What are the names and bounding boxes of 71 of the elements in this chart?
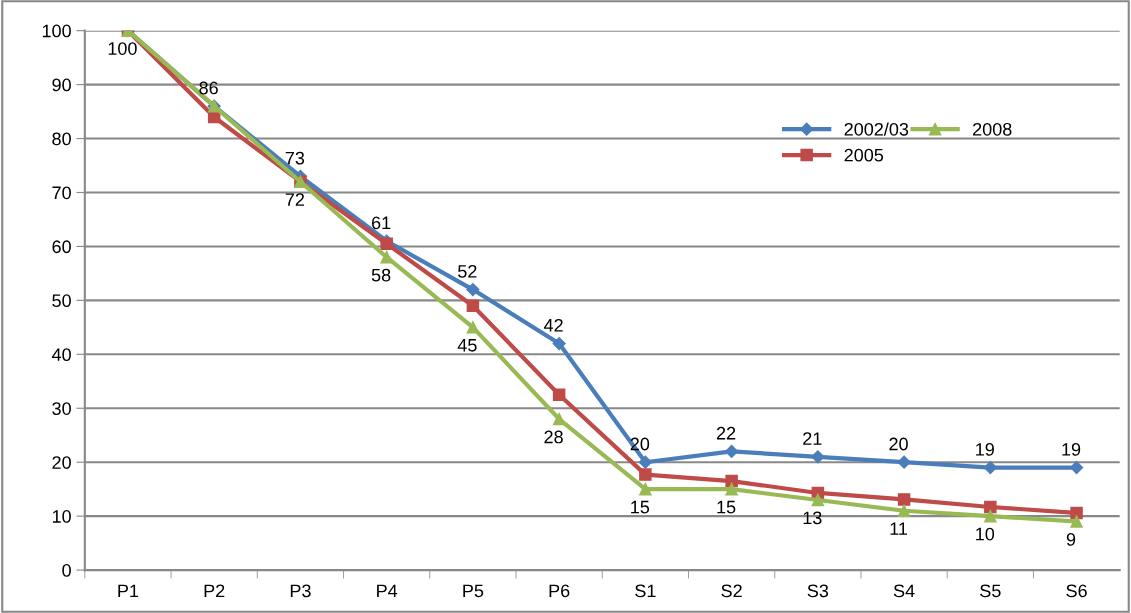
- point: [552, 412, 566, 426]
- point: [897, 493, 911, 506]
- data-label: 22: [716, 426, 736, 440]
- y-tick-label: 50: [52, 294, 71, 308]
- legend-label: 2008: [973, 122, 1012, 136]
- y-tick-label: 70: [52, 186, 71, 200]
- point: [552, 336, 566, 351]
- x-tick-label: P1: [118, 584, 139, 598]
- data-label: 72: [285, 193, 304, 206]
- point: [638, 455, 652, 469]
- point: [639, 468, 652, 481]
- data-label: 19: [976, 442, 994, 456]
- x-tick-label: S3: [807, 584, 829, 598]
- point: [639, 482, 652, 496]
- y-tick-label: 0: [62, 564, 71, 577]
- data-label: 13: [803, 511, 822, 525]
- y-tick-label: 90: [52, 78, 71, 92]
- point: [1070, 515, 1083, 528]
- data-label: 86: [199, 81, 218, 95]
- x-tick-label: S5: [980, 584, 1001, 598]
- point: [1070, 506, 1083, 520]
- data-label: 15: [717, 500, 736, 514]
- y-tick-label: 80: [52, 132, 71, 146]
- x-tick-label: S1: [635, 584, 656, 598]
- point: [1069, 461, 1084, 475]
- point: [984, 500, 997, 514]
- x-tick-label: S2: [721, 584, 742, 598]
- data-label: 42: [543, 318, 563, 332]
- point: [725, 482, 738, 496]
- data-label: 28: [544, 430, 563, 444]
- y-tick-label: 10: [52, 510, 71, 523]
- y-tick-label: 60: [52, 240, 71, 254]
- data-label: 52: [458, 264, 477, 278]
- point: [811, 450, 825, 464]
- point: [897, 455, 911, 469]
- legend-label: 2005: [844, 148, 884, 162]
- point: [984, 509, 997, 523]
- point: [897, 504, 911, 518]
- point: [983, 461, 997, 475]
- data-label: 58: [371, 268, 391, 282]
- x-tick-label: S6: [1066, 584, 1087, 598]
- y-tick-label: 100: [42, 24, 71, 38]
- point: [552, 388, 566, 402]
- x-tick-label: P5: [463, 584, 484, 598]
- point: [725, 474, 738, 488]
- data-label: 11: [890, 522, 908, 535]
- y-tick-label: 30: [52, 402, 71, 415]
- data-label: 21: [803, 432, 822, 445]
- point: [466, 321, 480, 334]
- x-tick-label: P2: [204, 584, 225, 598]
- data-label: 10: [976, 527, 995, 541]
- x-tick-label: S4: [893, 584, 915, 598]
- y-tick-label: 20: [52, 456, 71, 469]
- x-tick-label: P4: [377, 584, 398, 598]
- point: [466, 299, 480, 313]
- data-label: 20: [889, 437, 908, 451]
- legend-label: 2002/03: [844, 122, 909, 136]
- x-tick-label: P3: [290, 584, 311, 598]
- data-label: 73: [285, 151, 305, 165]
- data-label: 61: [371, 216, 391, 230]
- point: [725, 444, 739, 459]
- y-tick-label: 40: [51, 348, 71, 362]
- point: [380, 250, 393, 264]
- data-label: 15: [631, 500, 650, 514]
- data-label: 9: [1066, 533, 1076, 546]
- data-label: 45: [457, 339, 477, 352]
- data-label: 19: [1062, 442, 1081, 456]
- data-label: 100: [108, 42, 137, 55]
- x-tick-label: P6: [549, 584, 570, 598]
- point: [466, 282, 480, 297]
- point: [811, 493, 825, 507]
